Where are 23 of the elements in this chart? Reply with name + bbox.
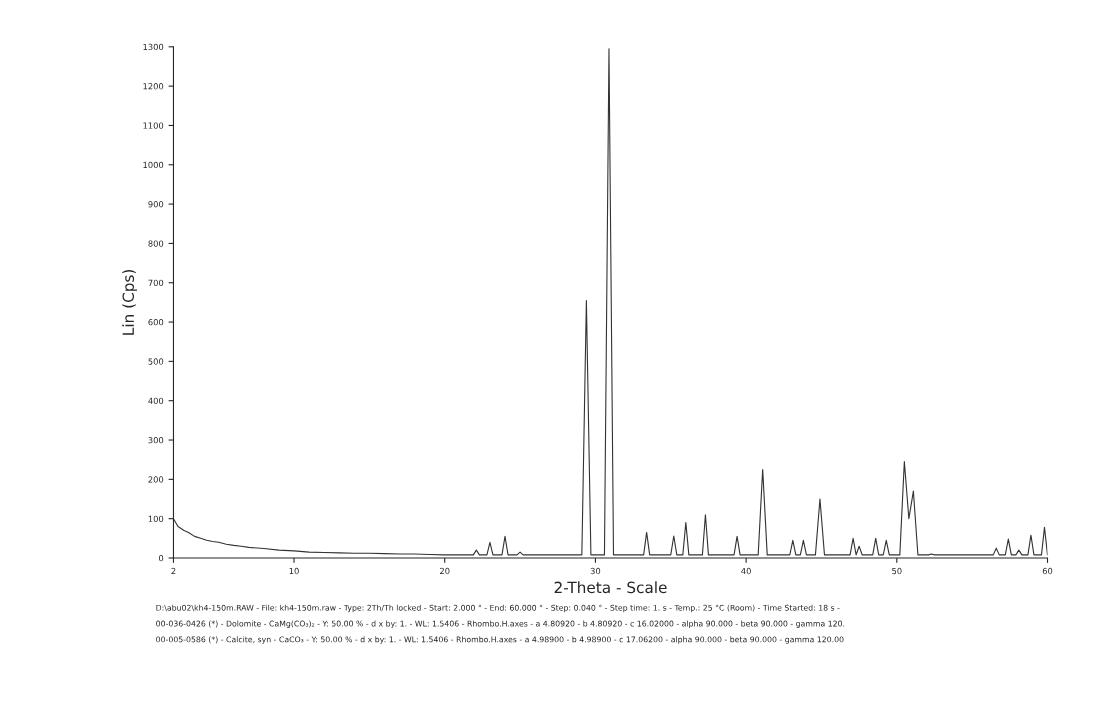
y-tick-label: 1200 xyxy=(143,83,164,90)
y-tick-label: 800 xyxy=(148,240,164,247)
x-tick-label: 40 xyxy=(741,567,751,575)
y-tick-label: 200 xyxy=(148,476,164,483)
y-tick-label: 1000 xyxy=(143,161,164,169)
y-tick-label: 500 xyxy=(148,358,164,365)
y-tick-label: 700 xyxy=(148,279,164,287)
y-tick-label: 600 xyxy=(148,319,164,326)
x-tick-label: 10 xyxy=(289,567,299,575)
x-tick-label: 30 xyxy=(590,567,601,575)
x-axis-title: 2-Theta - Scale xyxy=(554,581,667,594)
y-axis-title: Lin (Cps) xyxy=(122,269,137,335)
y-tick-label: 0 xyxy=(159,554,164,562)
y-tick-label: 300 xyxy=(148,437,164,444)
y-tick-label: 1100 xyxy=(143,122,164,129)
x-tick-label: 50 xyxy=(892,567,902,575)
y-tick-label: 100 xyxy=(148,515,164,522)
x-tick-label: 60 xyxy=(1042,567,1053,575)
x-tick-label: 20 xyxy=(440,567,450,575)
x-tick-label: 2 xyxy=(171,567,176,575)
y-tick-label: 900 xyxy=(148,201,164,208)
y-tick-label: 400 xyxy=(148,397,164,404)
y-tick-label: 1300 xyxy=(143,43,164,51)
